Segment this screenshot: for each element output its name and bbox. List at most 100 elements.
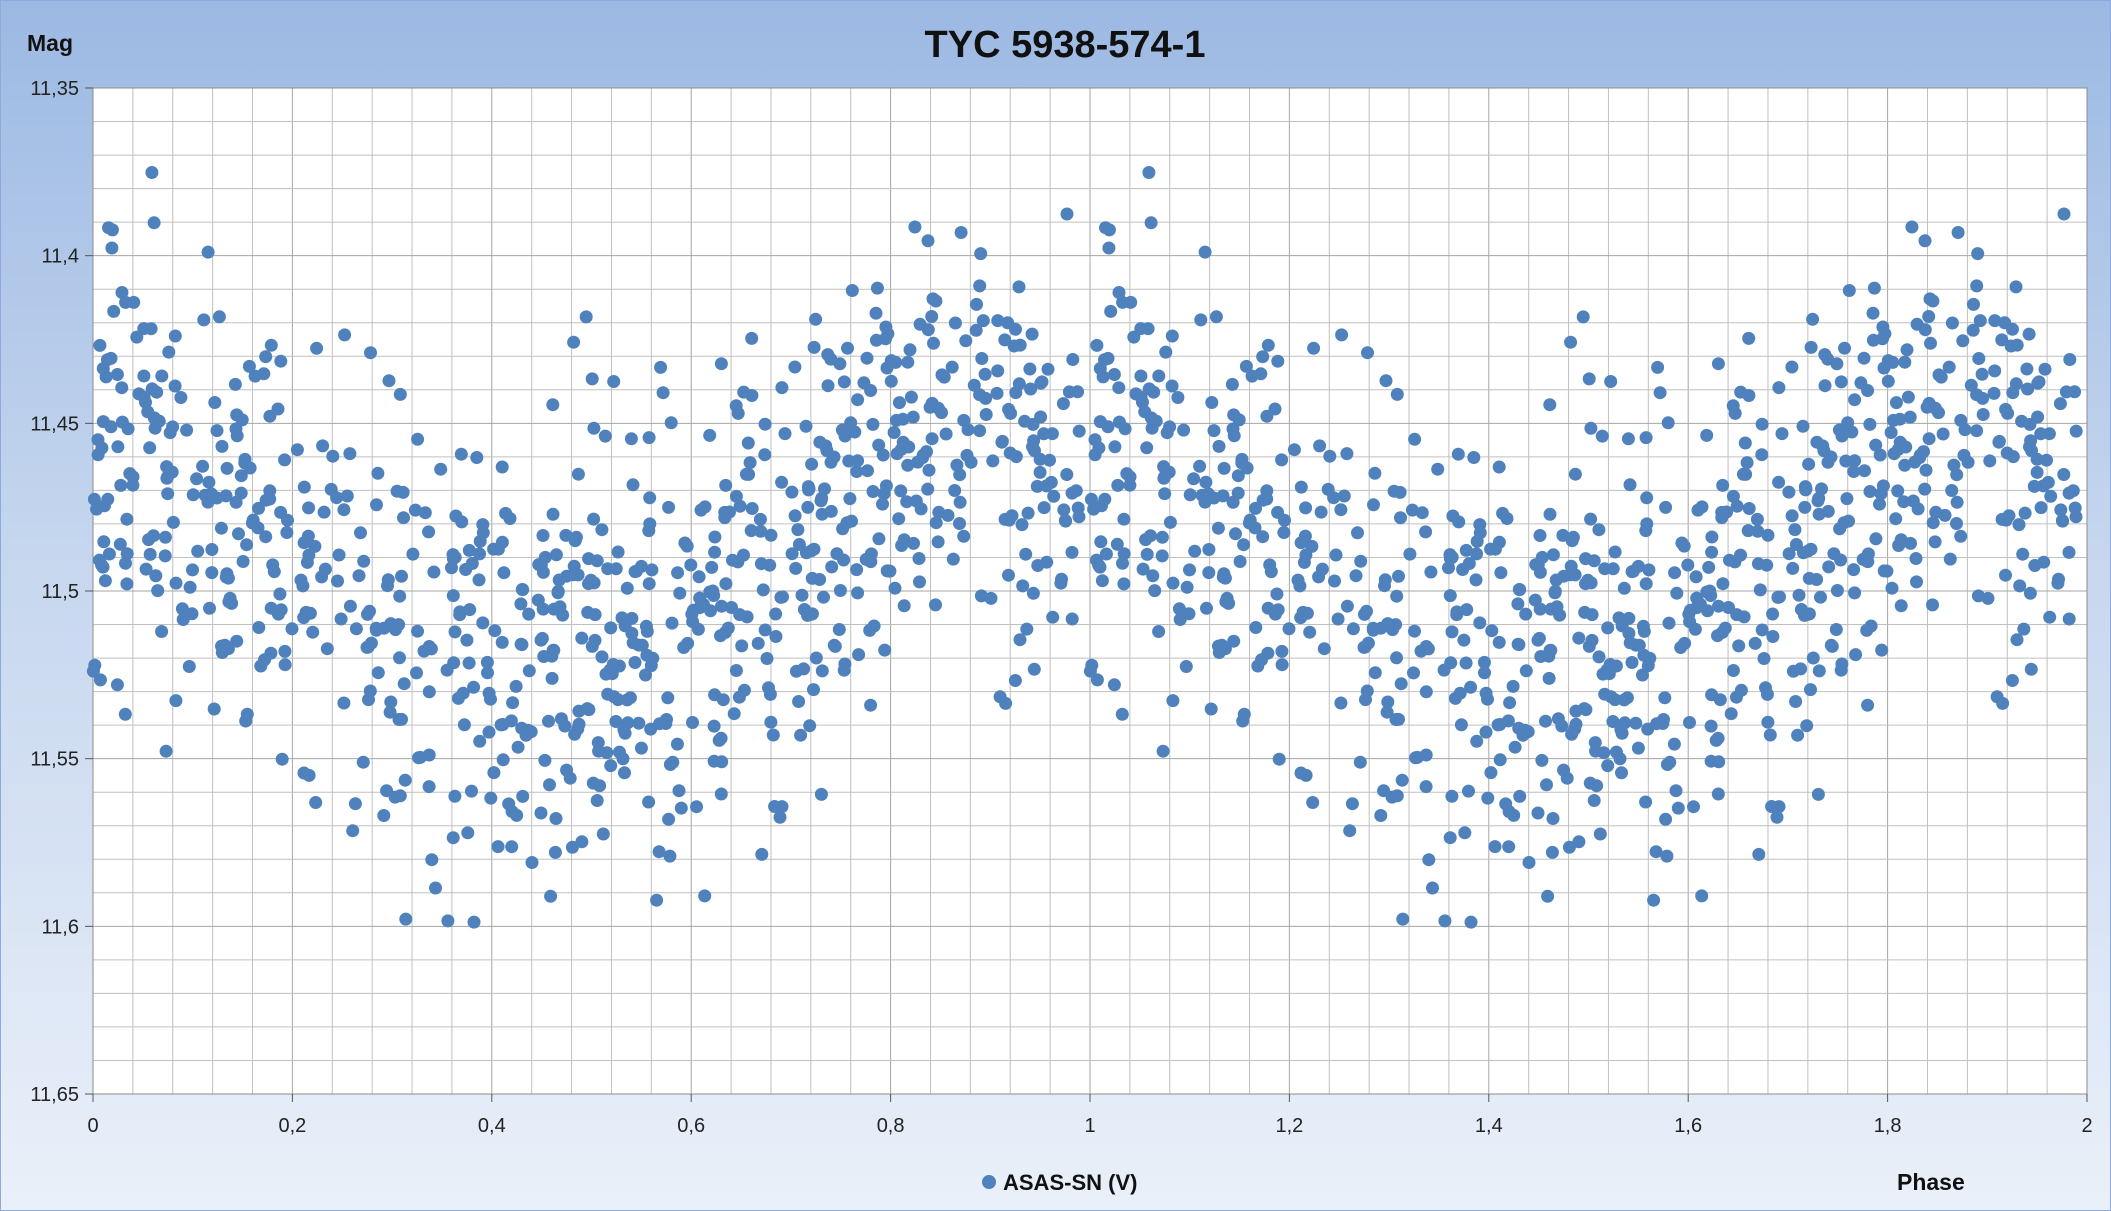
data-point xyxy=(1625,656,1639,669)
data-point xyxy=(895,539,909,552)
data-point xyxy=(2022,327,2036,341)
data-point xyxy=(1848,586,1862,600)
data-point xyxy=(1742,389,1756,402)
data-point xyxy=(461,826,475,840)
data-point xyxy=(1845,425,1859,439)
legend-marker xyxy=(982,1175,996,1189)
data-point xyxy=(1245,369,1259,383)
data-point xyxy=(866,417,880,431)
data-point xyxy=(371,466,385,480)
data-point xyxy=(522,607,536,621)
data-point xyxy=(588,633,602,647)
data-point xyxy=(1381,695,1395,709)
data-point xyxy=(995,435,1009,449)
data-point xyxy=(1343,824,1357,838)
data-point xyxy=(729,489,743,503)
data-point xyxy=(1144,216,1158,230)
data-point xyxy=(1519,607,1533,621)
data-point xyxy=(815,664,829,678)
data-point xyxy=(1349,569,1363,583)
data-point xyxy=(923,400,937,414)
data-point xyxy=(1419,525,1433,539)
data-point xyxy=(2010,633,2024,647)
data-point xyxy=(1604,690,1618,704)
data-point xyxy=(864,384,878,397)
data-point xyxy=(1958,423,1972,437)
data-point xyxy=(203,601,216,615)
data-point xyxy=(1738,436,1752,450)
data-point xyxy=(1451,447,1465,461)
data-point xyxy=(2054,503,2068,517)
data-point xyxy=(1300,606,1314,620)
data-point xyxy=(343,599,357,613)
data-point xyxy=(548,845,562,859)
data-point xyxy=(215,439,229,453)
data-point xyxy=(1409,751,1423,765)
data-point xyxy=(1459,543,1473,557)
data-point xyxy=(843,492,857,506)
data-point xyxy=(1233,555,1247,568)
data-point xyxy=(510,808,524,822)
data-point xyxy=(1118,422,1132,436)
data-point xyxy=(1971,589,1985,603)
data-point xyxy=(186,488,200,502)
data-point xyxy=(1782,485,1796,499)
data-point xyxy=(1642,563,1656,577)
data-point xyxy=(611,545,625,559)
data-point xyxy=(805,457,819,471)
data-point xyxy=(1478,666,1491,680)
data-point xyxy=(1494,566,1508,580)
data-point xyxy=(1541,889,1555,903)
legend-label: ASAS-SN (V) xyxy=(1003,1170,1137,1195)
data-point xyxy=(1462,557,1476,570)
data-point xyxy=(463,603,477,617)
data-point xyxy=(1198,245,1212,259)
data-point xyxy=(1002,568,1015,582)
data-point xyxy=(104,351,118,365)
data-point xyxy=(1368,666,1382,680)
data-point xyxy=(115,381,129,395)
data-point xyxy=(692,570,706,584)
data-point xyxy=(1712,755,1726,769)
data-point xyxy=(1207,424,1221,438)
data-point xyxy=(1395,773,1409,787)
data-point xyxy=(174,391,188,404)
data-point xyxy=(1540,778,1553,792)
data-point xyxy=(1726,664,1740,677)
data-point xyxy=(169,576,183,590)
data-point xyxy=(1513,789,1527,803)
data-point xyxy=(205,566,219,580)
data-point xyxy=(406,547,420,561)
data-point xyxy=(302,548,316,562)
data-point xyxy=(264,601,278,615)
data-point xyxy=(1734,683,1748,697)
data-point xyxy=(1531,633,1545,647)
data-point xyxy=(1741,524,1755,538)
data-point xyxy=(147,216,161,230)
data-point xyxy=(1454,718,1468,732)
data-point xyxy=(832,623,846,636)
data-point xyxy=(1096,370,1110,384)
data-point xyxy=(1889,512,1903,526)
data-point xyxy=(1806,312,1820,326)
data-point xyxy=(758,448,772,462)
data-point xyxy=(205,543,219,556)
data-point xyxy=(1023,362,1037,376)
data-point xyxy=(1751,524,1765,538)
data-point xyxy=(1211,521,1225,535)
data-point xyxy=(1620,691,1634,705)
data-point xyxy=(1019,547,1033,561)
data-point xyxy=(412,751,426,765)
data-point xyxy=(487,766,501,780)
data-point xyxy=(807,683,820,697)
data-point xyxy=(1163,420,1177,434)
data-point xyxy=(1724,707,1738,721)
data-point xyxy=(219,570,233,584)
data-point xyxy=(922,463,936,477)
data-point xyxy=(408,503,422,517)
data-point xyxy=(1905,220,1919,234)
data-point xyxy=(1802,457,1816,471)
data-point xyxy=(352,569,366,583)
data-point xyxy=(1569,704,1583,718)
data-point xyxy=(1043,453,1056,467)
